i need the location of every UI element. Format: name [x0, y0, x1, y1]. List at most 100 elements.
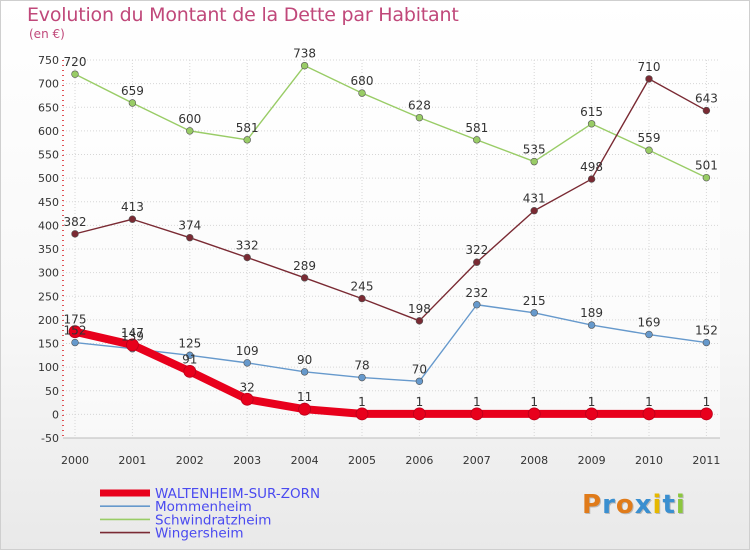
y-tick-label: 500	[38, 172, 59, 185]
x-tick-label: 2011	[692, 454, 720, 467]
data-point	[358, 373, 366, 382]
data-point	[412, 407, 426, 421]
data-label: 289	[293, 259, 316, 273]
data-label: 1	[645, 395, 653, 409]
data-label: 643	[695, 92, 718, 106]
data-point	[243, 253, 251, 262]
chart-unit-label: (en €)	[29, 27, 65, 41]
data-point	[243, 136, 251, 144]
data-label: 11	[297, 390, 312, 404]
data-label: 659	[121, 84, 144, 98]
data-label: 70	[412, 362, 427, 376]
data-label: 498	[580, 160, 603, 174]
data-label: 1	[473, 395, 481, 409]
series-line-mommenheim	[74, 304, 708, 382]
x-tick-label: 2000	[61, 454, 89, 467]
data-point	[473, 258, 481, 266]
y-tick-label: 50	[45, 385, 59, 398]
x-tick-label: 2003	[233, 454, 261, 467]
y-tick-label: 300	[38, 267, 59, 280]
data-label: 581	[465, 121, 488, 135]
data-label: 1	[703, 395, 711, 409]
legend-label: Mommenheim	[155, 499, 252, 515]
data-point	[186, 351, 194, 360]
x-tick-label: 2002	[176, 454, 204, 467]
data-point	[300, 61, 309, 70]
data-label: 600	[178, 112, 201, 126]
data-label: 382	[64, 215, 87, 229]
data-point	[355, 407, 369, 421]
data-point	[71, 230, 79, 238]
data-label: 322	[465, 243, 488, 257]
x-tick-label: 2008	[520, 454, 548, 467]
data-label: 1	[588, 395, 596, 409]
data-point	[585, 407, 598, 421]
data-point	[587, 120, 596, 128]
legend-label: Wingersheim	[155, 526, 244, 542]
data-point	[128, 215, 137, 223]
data-point	[240, 392, 254, 406]
x-tick-label: 2001	[118, 454, 146, 467]
data-label: 413	[121, 200, 144, 214]
data-label: 1	[358, 395, 366, 409]
data-label: 152	[695, 324, 718, 338]
data-point	[71, 70, 79, 78]
y-tick-label: 550	[38, 149, 59, 162]
data-point	[298, 402, 312, 416]
data-label: 139	[121, 330, 144, 344]
data-label: 198	[408, 302, 431, 316]
data-point	[186, 127, 194, 135]
series-line-wingersheim	[74, 78, 708, 322]
data-label: 374	[178, 219, 201, 233]
data-label: 559	[638, 131, 661, 145]
data-label: 710	[638, 60, 661, 74]
data-label: 215	[523, 294, 546, 308]
y-tick-label: 700	[38, 78, 59, 91]
data-label: 1	[530, 395, 538, 409]
y-tick-label: 350	[38, 243, 59, 256]
data-point	[702, 173, 711, 182]
data-label: 332	[236, 239, 259, 253]
data-point	[645, 146, 653, 154]
proxiti-logo: Proxiti	[582, 490, 686, 520]
data-label: 431	[523, 192, 546, 206]
data-point	[473, 301, 481, 309]
data-point	[527, 407, 541, 421]
y-tick-label: 450	[38, 196, 59, 209]
data-point	[358, 294, 366, 303]
data-label: 78	[354, 359, 369, 373]
data-point	[587, 321, 596, 329]
y-tick-label: 600	[38, 125, 59, 138]
data-point	[125, 338, 139, 352]
data-point	[68, 325, 82, 339]
data-point	[243, 359, 251, 367]
x-tick-label: 2005	[348, 454, 376, 467]
data-point	[128, 99, 137, 107]
series-line-schwindratzheim	[74, 64, 708, 179]
series-line-waltenheim-sur-zorn	[71, 327, 711, 418]
data-point	[183, 364, 197, 378]
y-tick-label: 400	[38, 219, 59, 232]
data-label: 680	[351, 74, 374, 88]
x-tick-label: 2006	[405, 454, 433, 467]
data-point	[300, 368, 309, 376]
data-label: 581	[236, 121, 259, 135]
data-point	[186, 233, 194, 242]
y-tick-label: 650	[38, 101, 59, 114]
data-point	[702, 338, 711, 347]
data-point	[470, 407, 484, 421]
y-tick-label: 0	[52, 408, 59, 421]
data-point	[587, 175, 596, 183]
legend-label: Schwindratzheim	[155, 512, 271, 528]
data-point	[358, 89, 366, 97]
data-label: 90	[297, 353, 312, 367]
chart-title: Evolution du Montant de la Dette par Hab…	[27, 4, 459, 26]
data-label: 91	[182, 352, 197, 366]
y-tick-label: 150	[38, 338, 59, 351]
data-label: 152	[64, 324, 87, 338]
data-label: 232	[465, 286, 488, 300]
data-label: 189	[580, 306, 603, 320]
data-label: 245	[351, 280, 374, 294]
x-tick-label: 2009	[578, 454, 606, 467]
